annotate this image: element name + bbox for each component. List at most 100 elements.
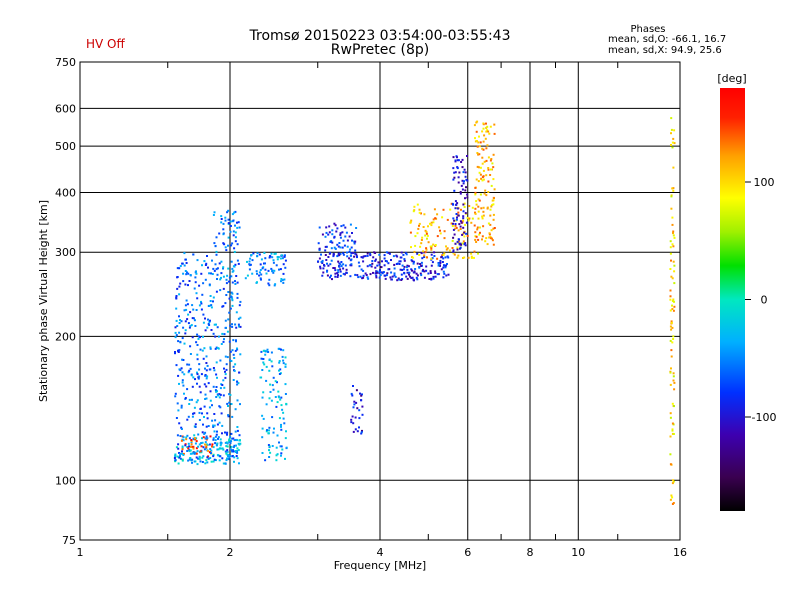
data-point [226,356,229,359]
data-point [226,433,228,436]
data-point [466,235,469,237]
data-point [272,376,275,379]
data-point [334,269,337,272]
colorbar-tick-label: 0 [761,294,768,307]
data-point [208,272,211,275]
data-point [285,402,288,405]
grid-lines [79,61,681,541]
data-point [436,235,439,238]
data-point [362,269,365,272]
data-point [462,257,464,259]
data-point [231,213,234,216]
data-point [672,230,675,233]
data-point [419,272,422,275]
data-point [221,457,224,460]
data-point [434,217,437,220]
data-point [406,277,409,280]
data-point [669,246,672,249]
data-point [669,463,672,466]
data-point [387,251,390,254]
data-point [226,402,229,405]
data-point [354,428,357,431]
data-point [174,336,177,339]
data-point [213,430,216,433]
data-point [332,254,335,256]
data-point [183,309,186,312]
data-point [482,127,485,130]
data-point [455,213,458,215]
data-point [236,226,239,229]
data-point [225,249,228,252]
data-point [213,242,216,245]
data-point [183,373,186,376]
data-point [273,252,276,255]
data-point [433,208,436,211]
data-point [200,300,202,303]
data-point [231,349,234,352]
data-point [421,257,424,260]
data-point [215,386,218,388]
data-point [271,365,274,368]
data-point [443,272,446,275]
data-point [457,254,460,257]
data-point [429,222,431,225]
data-point [261,396,264,399]
data-point [176,276,179,278]
data-point [458,171,461,174]
data-point [377,261,380,264]
data-point [222,228,225,231]
data-point [260,258,263,261]
data-point [490,158,493,160]
y-tick-label: 75 [62,534,76,547]
data-point [277,256,280,259]
data-point [229,350,232,353]
data-point [459,225,462,228]
data-point [455,218,458,221]
data-point [224,319,227,322]
data-point [474,191,477,194]
data-point [669,268,672,270]
data-point [441,216,444,219]
data-point [195,341,198,344]
data-point [212,426,215,428]
data-point [227,209,230,212]
data-point [283,278,286,281]
data-point [181,452,183,455]
data-point [229,448,232,451]
data-point [346,255,349,258]
data-point [259,269,262,271]
data-point [272,261,275,264]
data-point [672,309,675,312]
data-point [212,424,215,427]
data-point [270,351,273,354]
data-point [268,359,271,361]
data-point [195,309,198,311]
data-point [187,313,190,316]
data-point [220,272,223,275]
data-point [249,263,252,266]
data-point [214,439,217,442]
data-point [492,227,495,230]
data-point [215,268,218,271]
data-point [224,370,226,373]
data-point [180,367,183,370]
data-point [361,256,364,259]
data-point [280,445,283,448]
data-point [226,431,229,434]
data-point [176,287,179,290]
chart-title: Tromsø 20150223 03:54:00-03:55:43 [249,28,511,44]
data-point [376,264,379,267]
data-point [206,326,209,329]
data-point [491,204,494,206]
data-point [426,256,428,259]
data-point [256,252,259,255]
data-point [349,248,352,251]
data-point [195,270,197,273]
data-point [275,459,278,462]
data-point [402,268,405,271]
data-point [194,281,197,284]
data-point [209,368,212,371]
data-point [280,278,283,280]
data-point [330,247,333,250]
data-point [456,167,459,170]
